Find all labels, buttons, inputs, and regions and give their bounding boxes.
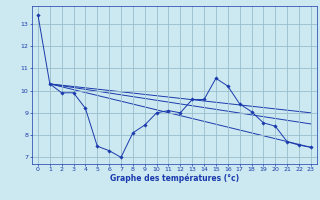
- X-axis label: Graphe des températures (°c): Graphe des températures (°c): [110, 174, 239, 183]
